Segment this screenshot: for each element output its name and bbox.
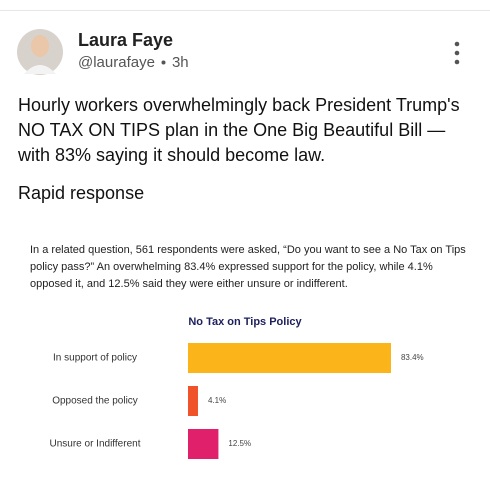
category-label: Unsure or Indifferent	[50, 439, 141, 450]
more-menu[interactable]	[451, 40, 463, 66]
avatar[interactable]	[16, 28, 64, 76]
category-label: In support of policy	[53, 353, 137, 364]
bar	[188, 386, 198, 416]
value-label: 4.1%	[208, 396, 226, 405]
chart: No Tax on Tips Policy In support of poli…	[50, 316, 424, 459]
post-text: Rapid response	[18, 183, 145, 203]
value-label: 12.5%	[228, 439, 251, 448]
bar	[188, 429, 219, 459]
author-name[interactable]: Laura Faye	[78, 30, 174, 50]
separator-dot	[161, 60, 166, 65]
post-time: 3h	[171, 54, 189, 71]
divider	[0, 10, 490, 11]
bar	[188, 343, 391, 373]
image-caption: In a related question, 561 respondents w…	[30, 244, 466, 290]
chart-title: No Tax on Tips Policy	[188, 316, 302, 328]
handle[interactable]: @laurafaye	[78, 54, 155, 71]
category-label: Opposed the policy	[52, 396, 138, 407]
post-meta: @laurafaye 3h	[78, 54, 189, 71]
value-label: 83.4%	[401, 353, 424, 362]
post-text: Hourly workers overwhelmingly back Presi…	[18, 95, 460, 165]
